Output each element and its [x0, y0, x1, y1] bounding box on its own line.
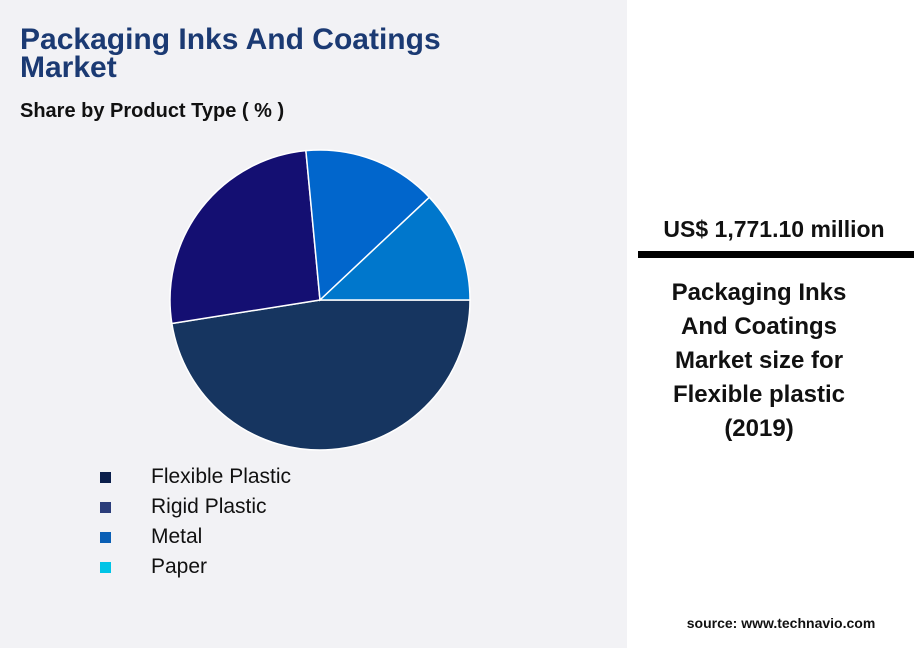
legend: Flexible Plastic Rigid Plastic Metal Pap… — [100, 462, 291, 582]
legend-label: Flexible Plastic — [151, 465, 292, 488]
footer-area — [0, 578, 627, 648]
legend-item: Paper — [100, 552, 291, 582]
legend-label: Metal — [151, 525, 203, 548]
chart-subtitle: Share by Product Type ( % ) — [20, 100, 285, 122]
chart-title: Packaging Inks And Coatings Market — [20, 23, 441, 84]
market-description: Packaging Inks And Coatings Market size … — [671, 279, 847, 442]
pie-chart — [169, 149, 471, 451]
divider — [638, 251, 914, 258]
summary-panel — [627, 3, 912, 645]
legend-item: Flexible Plastic — [100, 462, 291, 492]
legend-swatch — [100, 561, 111, 573]
legend-label: Paper — [151, 555, 208, 578]
legend-swatch — [100, 471, 111, 483]
legend-swatch — [100, 501, 111, 513]
pie-slice-rigid-plastic — [169, 149, 321, 325]
legend-item: Rigid Plastic — [100, 492, 291, 522]
legend-item: Metal — [100, 522, 291, 552]
pie-slice-flexible-plastic — [170, 299, 471, 451]
market-value: US$ 1,771.10 million — [663, 216, 885, 242]
legend-swatch — [100, 531, 111, 543]
pie-slice-paper — [318, 196, 471, 301]
pie-slice-metal — [305, 149, 431, 302]
source-text: source: www.technavio.com — [686, 615, 876, 631]
legend-label: Rigid Plastic — [151, 495, 267, 518]
